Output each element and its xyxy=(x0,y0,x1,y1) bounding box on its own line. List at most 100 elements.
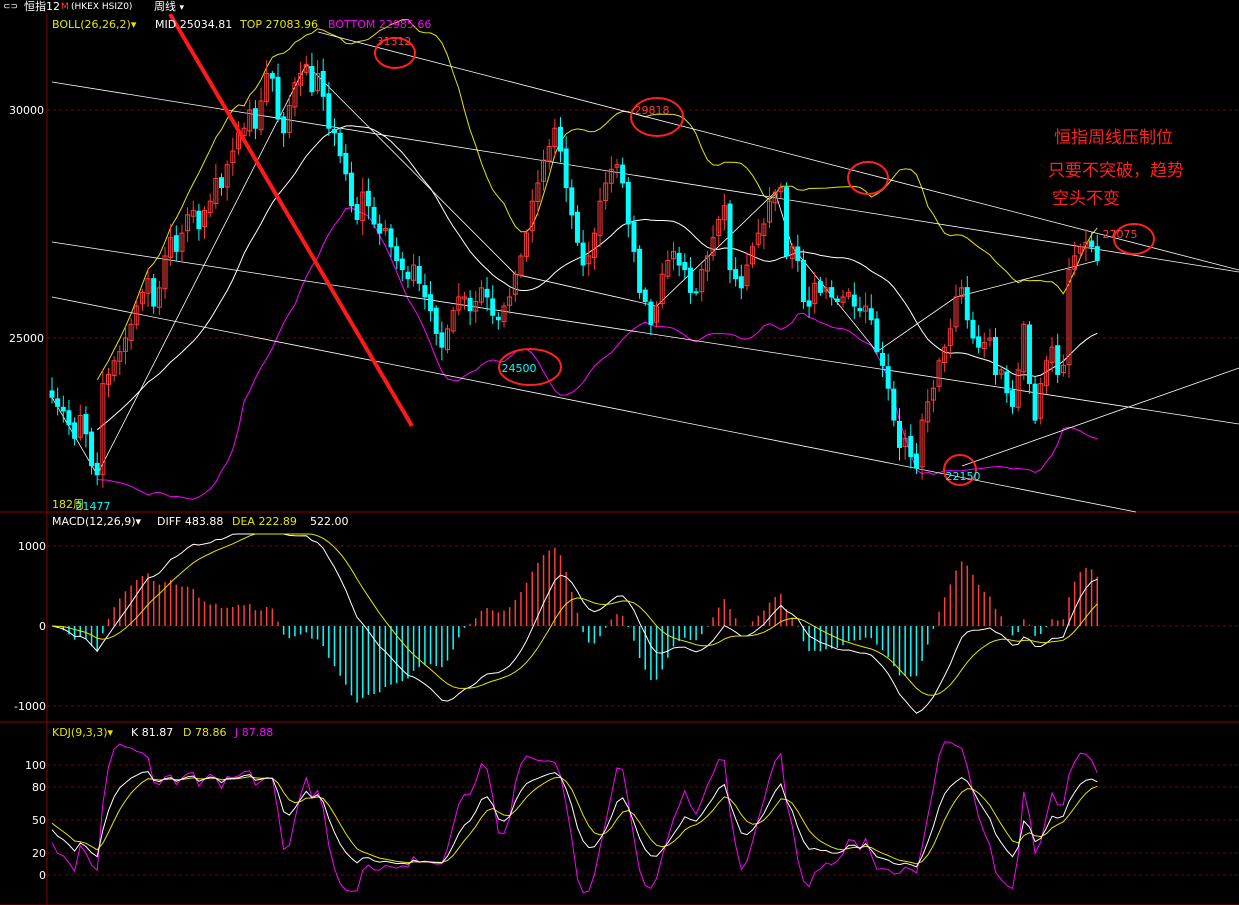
candle xyxy=(902,429,908,460)
panel-labels: BOLL(26,26,2)▾ MID 25034.81 TOP 27083.96 BO… xyxy=(52,18,431,739)
bollinger-bands xyxy=(96,19,1098,500)
candle xyxy=(1021,320,1027,381)
candle xyxy=(942,344,948,373)
candle xyxy=(976,325,982,354)
candle xyxy=(817,276,823,296)
candle xyxy=(269,70,275,92)
back-icon[interactable]: ⊂⊃ xyxy=(3,2,19,12)
boll-top-value: TOP 27083.96 xyxy=(239,18,318,31)
candle xyxy=(981,332,987,358)
candle xyxy=(106,367,111,397)
candle xyxy=(1043,355,1049,394)
candle xyxy=(173,225,179,262)
candle xyxy=(507,287,513,314)
candle xyxy=(704,250,710,282)
period-selector[interactable]: 周线 ▾ xyxy=(154,0,184,15)
candle xyxy=(733,257,739,287)
candle xyxy=(806,286,812,318)
candle xyxy=(1077,243,1083,258)
candle xyxy=(1015,362,1021,412)
candle xyxy=(286,94,292,139)
candle xyxy=(687,257,693,304)
chart-canvas[interactable]: 30000 25000 1000 0 -1000 100 80 50 20 0 31312 2981… xyxy=(0,14,1239,905)
candle xyxy=(60,395,66,423)
candle xyxy=(49,377,55,404)
kdj-indicator-name: KDJ(9,3,3)▾ xyxy=(52,726,113,739)
candle xyxy=(1094,234,1100,266)
candle xyxy=(501,302,507,328)
candle xyxy=(891,380,897,427)
candle xyxy=(631,215,637,263)
candle xyxy=(416,255,422,292)
candle xyxy=(365,178,371,220)
candle xyxy=(750,242,756,269)
candle xyxy=(552,118,558,158)
candle xyxy=(162,246,168,299)
candle xyxy=(908,424,914,469)
boll-mid-value: MID 25034.81 xyxy=(155,18,232,31)
candle xyxy=(202,206,208,239)
candle xyxy=(332,118,337,146)
candle xyxy=(829,280,835,306)
candle xyxy=(755,219,761,248)
candle xyxy=(128,318,134,350)
candle xyxy=(834,295,840,306)
candle xyxy=(874,311,880,355)
candle xyxy=(964,275,970,329)
candle xyxy=(354,196,360,225)
candle xyxy=(478,280,484,306)
candle xyxy=(467,290,473,326)
candle xyxy=(761,218,767,250)
annotation-line-2: 只要不突破，趋势 xyxy=(1048,161,1184,181)
candle xyxy=(569,179,575,229)
candle xyxy=(309,52,315,97)
candle xyxy=(925,389,931,433)
candle xyxy=(382,220,388,236)
kdj-j-value: J 87.88 xyxy=(234,726,273,739)
candle xyxy=(190,200,196,224)
period-label: 周线 xyxy=(154,0,176,13)
candle xyxy=(535,170,541,216)
candle xyxy=(880,341,886,378)
candle xyxy=(1066,258,1072,378)
candle xyxy=(846,288,852,300)
macd-indicator-name: MACD(12,26,9)▾ xyxy=(52,515,142,528)
y-tick-label: 0 xyxy=(39,869,46,882)
y-tick-label: -1000 xyxy=(14,700,46,713)
candle xyxy=(224,160,230,201)
boll-indicator-name: BOLL(26,26,2)▾ xyxy=(52,18,137,31)
kdj-d-value: D 78.86 xyxy=(183,726,226,739)
symbol-name[interactable]: 恒指12 xyxy=(24,0,60,13)
candle xyxy=(693,287,699,296)
candle xyxy=(574,205,580,246)
candle xyxy=(343,144,349,181)
candle xyxy=(72,417,78,446)
candle xyxy=(959,279,965,304)
candle xyxy=(281,111,287,148)
candle xyxy=(659,263,665,309)
candle xyxy=(94,452,100,486)
candle xyxy=(490,285,496,324)
candle xyxy=(461,291,467,310)
candle xyxy=(546,138,552,170)
boll-legend: BOLL(26,26,2)▾ MID 25034.81 TOP 27083.96 BO… xyxy=(52,18,431,31)
candle xyxy=(247,99,253,137)
y-tick-label: 0 xyxy=(39,620,46,633)
candle xyxy=(919,413,925,480)
red-trend-arrow xyxy=(168,14,414,428)
candle xyxy=(800,249,806,309)
candle xyxy=(450,306,456,334)
candle xyxy=(716,216,722,247)
candle xyxy=(252,100,258,140)
candle xyxy=(987,328,993,347)
support-line xyxy=(961,367,1239,467)
candle xyxy=(1089,231,1095,253)
candle xyxy=(55,387,61,416)
candle xyxy=(597,187,603,248)
candle xyxy=(518,253,524,278)
highlight-circle xyxy=(1113,223,1155,255)
y-tick-label: 30000 xyxy=(9,104,44,117)
highlight-circle xyxy=(847,161,889,195)
candle xyxy=(936,357,942,392)
candle xyxy=(326,82,332,136)
